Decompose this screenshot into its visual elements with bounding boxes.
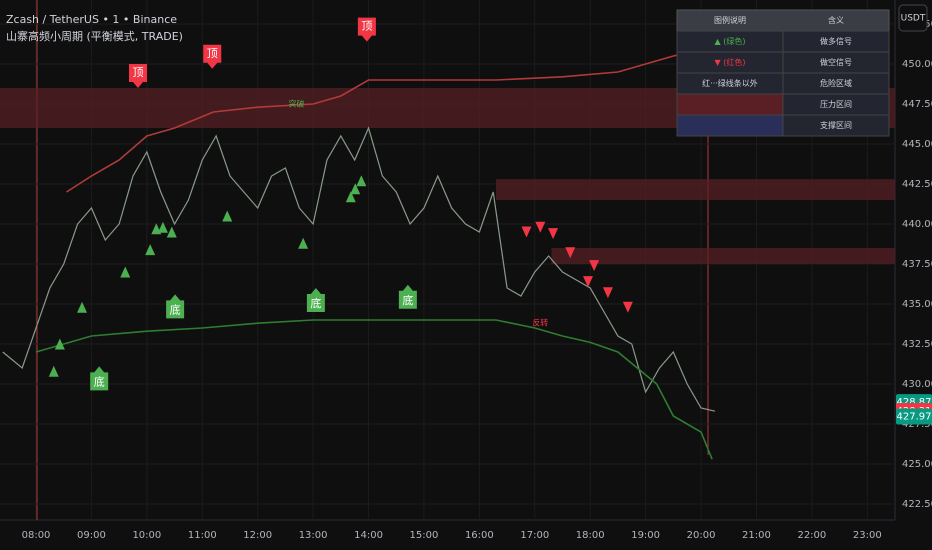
buy-signal: [157, 221, 168, 233]
buy-signal: [356, 175, 367, 187]
currency-label[interactable]: USDT: [901, 14, 926, 24]
signal-badge: [90, 366, 109, 391]
sell-signal: [548, 228, 559, 240]
buy-signal: [120, 266, 131, 278]
table-cell: 做多信号: [820, 36, 852, 46]
y-tick-label: 430.00: [902, 379, 932, 390]
signal-badge-label: 底: [310, 296, 321, 310]
annotation: 突破: [288, 99, 304, 109]
table-cell: 做空信号: [820, 57, 852, 67]
buy-signal: [345, 191, 356, 203]
table-cell: ▲ (绿色): [715, 36, 746, 46]
buy-signal: [350, 183, 361, 195]
sell-signal: [565, 247, 576, 259]
indicator-title: 山寨高频小周期 (平衡模式, TRADE): [6, 29, 183, 43]
x-tick-label: 08:00: [22, 530, 51, 541]
price-tag-label: 427.97: [897, 411, 932, 422]
buy-signal: [298, 237, 309, 249]
x-tick-label: 12:00: [243, 530, 272, 541]
price-tag: [896, 408, 932, 425]
annotation: 反转: [532, 318, 548, 328]
signal-badge-label: 底: [94, 374, 105, 388]
table-cell: 危险区域: [820, 78, 852, 88]
x-tick-label: 17:00: [520, 530, 549, 541]
signal-badge-label: 顶: [361, 20, 372, 33]
series-line: [2, 126, 716, 412]
y-tick-label: 437.50: [902, 259, 932, 270]
signal-badge-label: 顶: [207, 47, 218, 60]
x-tick-label: 22:00: [797, 530, 826, 541]
price-tag-label: 428.87: [897, 397, 932, 408]
table-cell: 支撑区间: [820, 120, 852, 130]
table-row: [676, 114, 784, 137]
x-tick-label: 09:00: [77, 530, 106, 541]
x-tick-label: 10:00: [132, 530, 161, 541]
y-tick-label: 435.00: [902, 299, 932, 310]
y-tick-label: 427.50: [902, 419, 932, 430]
table-header: [676, 9, 890, 32]
x-tick-label: 13:00: [299, 530, 328, 541]
y-tick-label: 432.50: [902, 339, 932, 350]
y-tick-label: 445.00: [902, 139, 932, 150]
sell-signal: [589, 260, 600, 272]
y-tick-label: 425.00: [902, 459, 932, 470]
x-tick-label: 19:00: [631, 530, 660, 541]
buy-signal: [166, 226, 177, 238]
sell-signal: [622, 301, 633, 313]
signal-badge: [357, 17, 376, 42]
buy-signal: [54, 338, 65, 350]
sell-signal: [535, 221, 546, 233]
y-tick-label: 422.50: [902, 499, 932, 510]
table-cell: 红···绿线条以外: [702, 78, 758, 88]
x-tick-label: 16:00: [465, 530, 494, 541]
buy-signal: [145, 244, 156, 256]
symbol-title: Zcash / TetherUS • 1 • Binance: [6, 13, 177, 26]
x-tick-label: 18:00: [576, 530, 605, 541]
zone: [495, 179, 895, 200]
series-line: [66, 47, 713, 193]
zone: [551, 248, 895, 264]
y-tick-label: 450.00: [902, 59, 932, 70]
buy-signal: [222, 210, 233, 222]
x-tick-label: 14:00: [354, 530, 383, 541]
x-tick-label: 20:00: [687, 530, 716, 541]
y-tick-label: 440.00: [902, 219, 932, 230]
signal-badge: [166, 294, 185, 319]
sell-signal: [521, 226, 532, 238]
buy-signal: [77, 301, 88, 313]
x-tick-label: 21:00: [742, 530, 771, 541]
currency-button[interactable]: [898, 4, 928, 32]
sell-signal: [602, 287, 613, 299]
table-row: [782, 114, 890, 137]
x-tick-label: 15:00: [410, 530, 439, 541]
signal-badge: [203, 44, 222, 69]
x-tick-label: 11:00: [188, 530, 217, 541]
signal-badge-label: 底: [170, 302, 181, 316]
signal-badge-label: 顶: [132, 66, 143, 79]
table-header-cell: 图例说明: [714, 15, 746, 25]
buy-signal: [48, 365, 59, 377]
signal-badge: [306, 288, 325, 312]
table-header-cell: 含义: [828, 15, 844, 25]
x-tick-label: 23:00: [853, 530, 882, 541]
y-tick-label: 442.50: [902, 179, 932, 190]
y-tick-label: 447.50: [902, 99, 932, 110]
signal-badge: [128, 64, 147, 88]
signal-badge-label: 底: [402, 293, 413, 307]
series-line: [35, 319, 713, 460]
table-row: [676, 93, 784, 116]
signal-badge: [398, 284, 417, 309]
table-cell: 压力区间: [820, 99, 852, 109]
sell-signal: [582, 276, 593, 288]
table-cell: ▼ (红色): [715, 57, 746, 67]
